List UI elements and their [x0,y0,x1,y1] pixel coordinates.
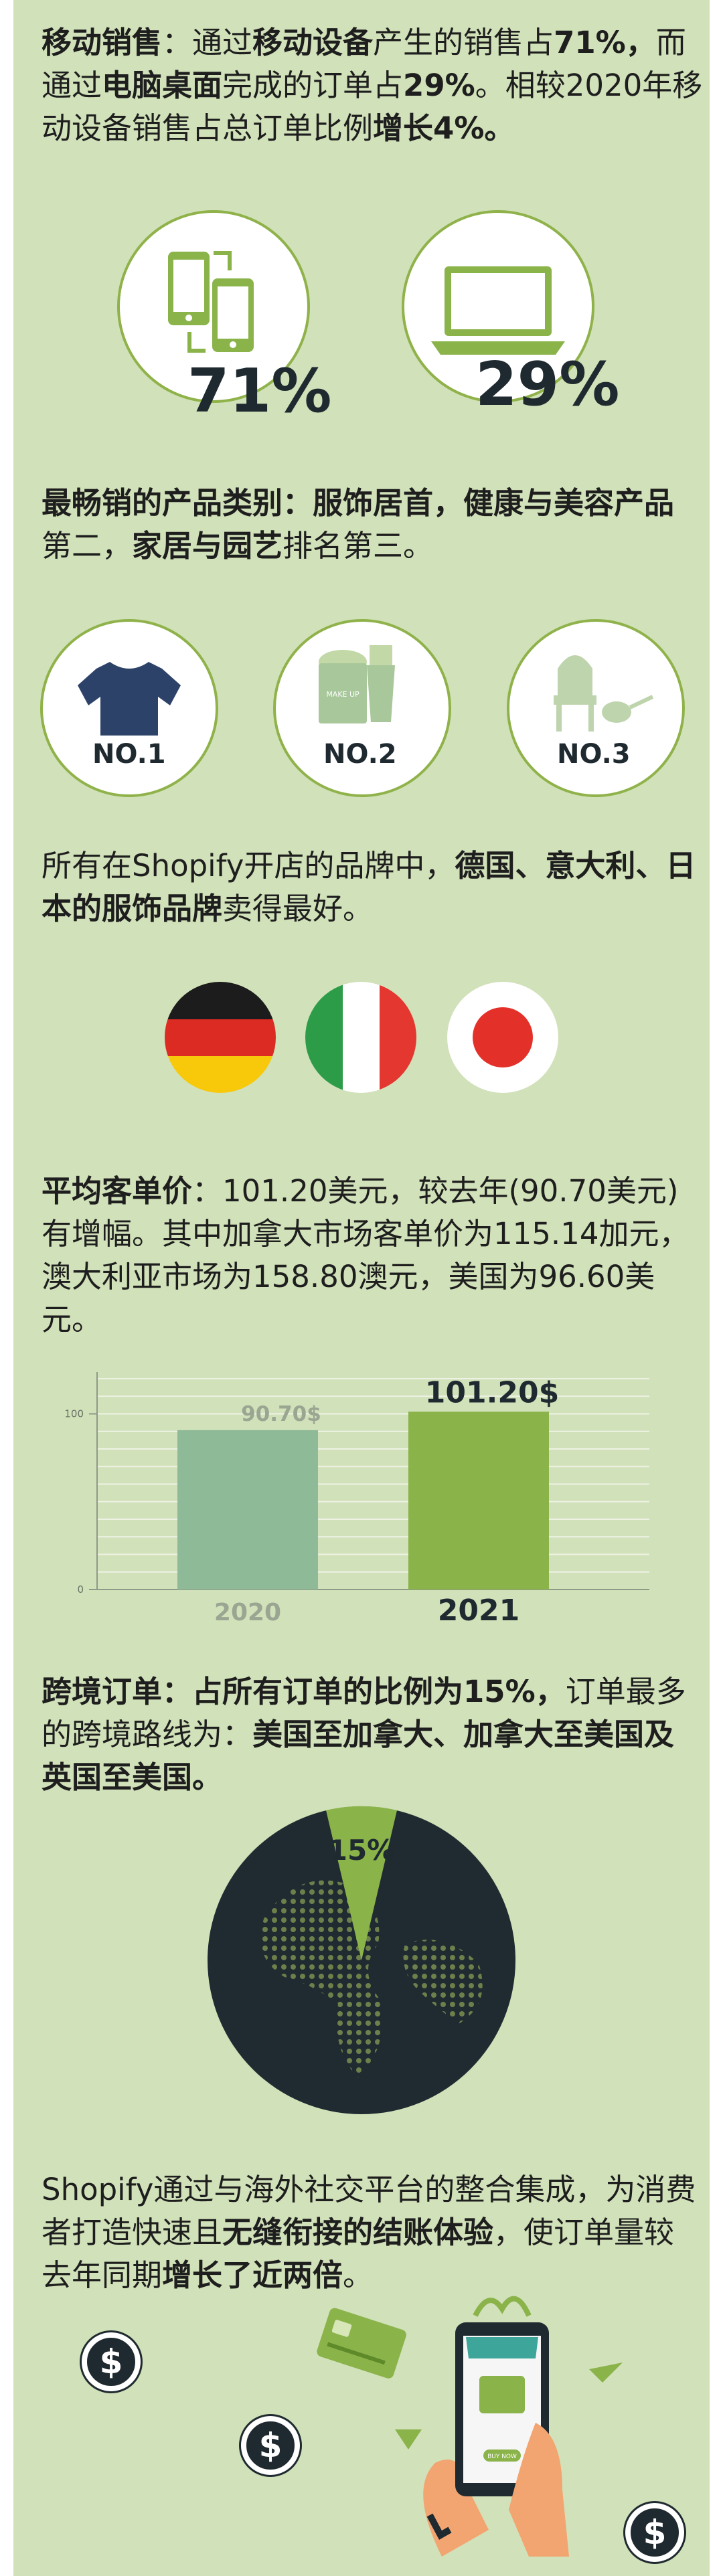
aov-text: 平均客单价：101.20美元，较去年(90.70美元)有增幅。其中加拿大市场客单… [42,1170,704,1341]
bar-data-label: 90.70$ [241,1402,321,1426]
x-category-label: 2021 [438,1594,519,1628]
makeup-icon: MAKE UP [319,645,395,723]
text-seg: 最畅销的产品类别：服饰居首，健康与美容产品 [42,485,675,521]
text-seg: 排名第三。 [283,528,434,564]
text-seg: ，使订单量较去年同期 [42,2215,675,2293]
rank3-label: NO.3 [557,739,631,770]
text-seg: 移动设备 [252,25,374,60]
bar-2020 [177,1430,318,1590]
text-seg: 而通过 [42,25,686,103]
text-seg: 无缝衔接的结账体验 [222,2215,494,2250]
rank2-label: NO.2 [323,739,397,770]
text-seg: 美国至加拿大、加拿大至美国及英国至美国。 [42,1717,675,1795]
buy-now-label: BUY NOW [487,2454,517,2460]
desktop-circle [402,210,594,403]
laptop-icon [431,266,565,355]
mobile-percentage: 71% [187,356,332,426]
text-seg: 。相较2020年移动设备销售占总订单比例 [42,68,703,146]
credit-card-icon [317,2308,406,2379]
dollar-coin-icon: $ [82,2332,141,2391]
rank1-circle [40,619,218,797]
text-seg: 。 [343,2257,374,2293]
cross-border-text: 跨境订单：占所有订单的比例为15%，订单最多的跨境路线为：美国至加拿大、加拿大至… [42,1670,704,1799]
desktop-percentage: 29% [475,349,620,420]
mobile-sales-heading: 移动销售 [42,25,163,60]
checkout-text: Shopify通过与海外社交平台的整合集成，为消费者打造快速且无缝衔接的结账体验… [42,2168,704,2297]
text-seg: 电脑桌面 [102,68,223,103]
rank3-circle [507,619,685,797]
rank1-label: NO.1 [92,739,166,770]
text-seg: ：通过 [162,25,253,60]
dollar-coin-icon: $ [625,2503,684,2562]
text-seg: 第二， [42,528,133,564]
text-seg: 71%， [554,25,656,60]
text-seg: 卖得最好。 [222,891,374,926]
mobile-circle [117,210,310,403]
text-seg: 所有在Shopify开店的品牌中， [42,848,455,883]
text-seg: 家居与园艺 [132,528,283,564]
y-tick-label: 0 [77,1583,84,1596]
bar-data-label: 101.20$ [425,1375,559,1409]
pie-slice-15 [326,1806,397,1960]
rank2-circle: MAKE UP [273,619,451,797]
text-seg: 完成的订单占 [222,68,404,103]
infographic-page: 移动销售：通过移动设备产生的销售占71%，而通过电脑桌面完成的订单占29%。相较… [13,0,710,2576]
germany-flag [165,982,276,1093]
text-seg: ：101.20美元，较去年(90.70美元)有增幅。其中加拿大市场客单价为115… [42,1173,690,1337]
pie-percentage-label: 15% [328,1834,396,1867]
aov-bar-chart: 0 100 90.70$ 2020 101.20$ 2021 [64,1372,649,1628]
italy-flag [305,982,416,1093]
smartphones-icon [168,251,254,353]
mobile-shopping-illustration: BUY NOW [317,2296,623,2557]
garden-chair-icon [554,655,654,732]
text-seg: 订单最多的跨境路线为： [42,1674,686,1752]
text-seg: 产生的销售占 [373,25,554,60]
text-seg: 增长4%。 [373,110,515,146]
aov-heading: 平均客单价 [42,1173,193,1209]
dollar-coin-icon: $ [241,2416,300,2475]
text-seg: 29% [403,68,475,103]
categories-text: 最畅销的产品类别：服饰居首，健康与美容产品第二，家居与园艺排名第三。 [42,482,704,568]
brands-text: 所有在Shopify开店的品牌中，德国、意大利、日本的服饰品牌卖得最好。 [42,845,704,930]
text-seg: 跨境订单：占所有订单的比例为15%， [42,1674,566,1709]
globe-pie: 15% [208,1806,515,2114]
paper-plane-icon [395,2429,422,2450]
tshirt-icon [78,662,181,736]
mobile-sales-text: 移动销售：通过移动设备产生的销售占71%，而通过电脑桌面完成的订单占29%。相较… [42,21,704,150]
text-seg: 德国、意大利、日本的服饰品牌 [42,848,696,926]
text-seg: Shopify通过与海外社交平台的整合集成，为消费者打造快速且 [42,2172,696,2250]
japan-flag [447,982,558,1093]
paper-plane-icon [589,2363,623,2383]
x-category-label: 2020 [214,1599,281,1626]
y-tick-label: 100 [64,1408,84,1420]
text-seg: 增长了近两倍 [162,2257,343,2293]
makeup-label: MAKE UP [326,690,359,699]
bar-2021 [408,1411,549,1590]
